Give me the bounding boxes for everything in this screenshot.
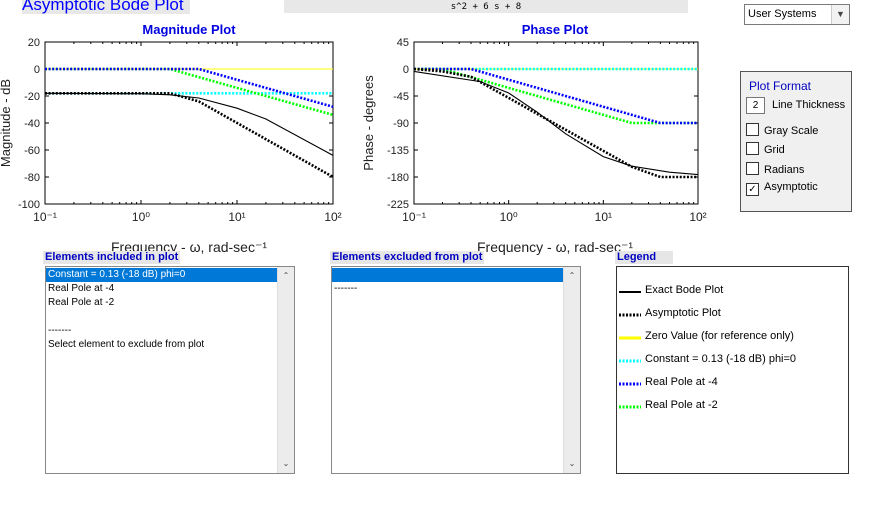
- legend-swatch: [619, 382, 641, 386]
- legend-label: Real Pole at -4: [645, 376, 718, 388]
- y-tick-label: -90: [393, 118, 409, 130]
- phase-plot: Phase Plot 45 0 -45 -90 -135 -180 -225 10⁻¹ 10⁰…: [361, 22, 707, 255]
- legend-swatch: [619, 359, 641, 363]
- asymptotic-checkbox[interactable]: ✓ Asymptotic: [746, 181, 818, 196]
- y-tick-label: -100: [18, 199, 40, 211]
- legend-item: Asymptotic Plot: [617, 307, 847, 321]
- scrollbar[interactable]: ⌃ ⌄: [563, 267, 580, 473]
- legend-item: Real Pole at -2: [617, 399, 847, 413]
- list-item[interactable]: Real Pole at -4: [48, 283, 115, 294]
- legend-label: Asymptotic Plot: [645, 307, 721, 319]
- y-tick-label: 0: [34, 64, 40, 76]
- checkbox-label: Gray Scale: [764, 125, 819, 137]
- phase-plot-xlabel: Frequency - ω, rad-sec⁻¹: [477, 239, 633, 255]
- series-line: [413, 67, 698, 179]
- series-line: [414, 67, 698, 125]
- excluded-elements-list[interactable]: ------- ⌃ ⌄: [331, 266, 581, 474]
- checkbox-label: Asymptotic: [764, 181, 818, 193]
- phase-plot-title: Phase Plot: [522, 22, 589, 37]
- y-tick-label: -60: [24, 145, 40, 157]
- plot-format-title: Plot Format: [749, 79, 812, 93]
- y-tick-label: -20: [24, 91, 40, 103]
- series-line: [413, 70, 699, 176]
- checkbox-label: Grid: [764, 144, 785, 156]
- legend-label: Exact Bode Plot: [645, 284, 724, 296]
- app-title: Asymptotic Bode Plot: [22, 0, 190, 14]
- x-tick-label: 10⁰: [500, 210, 518, 224]
- magnitude-plot: Magnitude Plot 20 0 -20 -40 -60 -80 -100 10⁻¹ 1…: [0, 22, 342, 255]
- list-item[interactable]: -------: [334, 283, 358, 294]
- chevron-down-icon[interactable]: ⌄: [568, 459, 576, 468]
- y-tick-label: 45: [397, 37, 409, 49]
- legend-title: Legend: [615, 251, 673, 264]
- legend-item: Real Pole at -4: [617, 376, 847, 390]
- line-thickness-input[interactable]: 2: [746, 97, 765, 114]
- y-tick-label: 0: [403, 64, 409, 76]
- gray-scale-checkbox[interactable]: Gray Scale: [746, 123, 818, 138]
- phase-plot-ylabel: Phase - degrees: [361, 75, 376, 171]
- grid-checkbox[interactable]: Grid: [746, 142, 785, 157]
- scrollbar[interactable]: ⌃ ⌄: [277, 267, 294, 473]
- series-line: [45, 67, 334, 117]
- chevron-up-icon[interactable]: ⌃: [282, 271, 290, 280]
- excluded-list-title: Elements excluded from plot: [330, 251, 485, 264]
- legend-swatch: [619, 405, 641, 409]
- line-thickness-label: Line Thickness: [772, 99, 846, 111]
- legend-label: Real Pole at -2: [645, 399, 718, 411]
- series-line: [414, 67, 698, 125]
- x-tick-label: 10²: [324, 210, 341, 224]
- legend-item: Exact Bode Plot: [617, 284, 847, 298]
- transfer-function-denominator: s^2 + 6 s + 8: [284, 0, 688, 13]
- y-tick-label: -135: [387, 145, 409, 157]
- included-elements-list[interactable]: Constant = 0.13 (-18 dB) phi=0 Real Pole…: [45, 266, 295, 474]
- list-item[interactable]: -------: [48, 325, 72, 336]
- y-tick-label: -225: [387, 199, 409, 211]
- legend-item: Zero Value (for reference only): [617, 330, 847, 344]
- system-select-dropdown[interactable]: User Systems ▼: [744, 4, 850, 25]
- chevron-up-icon[interactable]: ⌃: [568, 271, 576, 280]
- checkbox-box[interactable]: [746, 162, 759, 175]
- checkbox-box[interactable]: [746, 123, 759, 136]
- y-tick-label: -45: [393, 91, 409, 103]
- x-tick-label: 10²: [689, 210, 706, 224]
- magnitude-plot-ylabel: Magnitude - dB: [0, 79, 13, 167]
- y-tick-label: -80: [24, 172, 40, 184]
- legend-box: Exact Bode Plot Asymptotic Plot Zero Val…: [616, 266, 849, 474]
- series-line: [45, 67, 334, 109]
- chevron-down-icon[interactable]: ⌄: [282, 459, 290, 468]
- x-tick-label: 10⁰: [132, 210, 150, 224]
- series-line: [44, 92, 334, 156]
- checkbox-box[interactable]: [746, 142, 759, 155]
- x-tick-label: 10⁻¹: [402, 210, 426, 224]
- list-item[interactable]: Constant = 0.13 (-18 dB) phi=0: [46, 268, 294, 282]
- x-tick-label: 10¹: [228, 210, 245, 224]
- system-select-value: User Systems: [748, 8, 817, 20]
- x-tick-label: 10⁻¹: [33, 210, 57, 224]
- list-item[interactable]: [332, 268, 563, 282]
- y-tick-label: 20: [28, 37, 40, 49]
- legend-swatch: [619, 313, 641, 317]
- included-list-title: Elements included in plot: [43, 251, 181, 264]
- legend-label: Zero Value (for reference only): [645, 330, 794, 342]
- checkbox-label: Radians: [764, 164, 805, 176]
- check-icon[interactable]: ✓: [746, 183, 759, 196]
- list-item[interactable]: Select element to exclude from plot: [48, 339, 205, 350]
- y-tick-label: -40: [24, 118, 40, 130]
- y-tick-label: -180: [387, 172, 409, 184]
- plot-format-panel: Plot Format 2 Line Thickness Gray Scale …: [740, 71, 852, 212]
- legend-label: Constant = 0.13 (-18 dB) phi=0: [645, 353, 797, 365]
- magnitude-plot-title: Magnitude Plot: [142, 22, 236, 37]
- legend-swatch: [619, 291, 641, 293]
- list-item[interactable]: Real Pole at -2: [48, 297, 115, 308]
- list-item[interactable]: [46, 310, 294, 324]
- legend-item: Constant = 0.13 (-18 dB) phi=0: [617, 353, 847, 367]
- radians-checkbox[interactable]: Radians: [746, 162, 804, 177]
- legend-swatch: [619, 336, 641, 340]
- x-tick-label: 10¹: [595, 210, 612, 224]
- chevron-down-icon[interactable]: ▼: [831, 5, 849, 24]
